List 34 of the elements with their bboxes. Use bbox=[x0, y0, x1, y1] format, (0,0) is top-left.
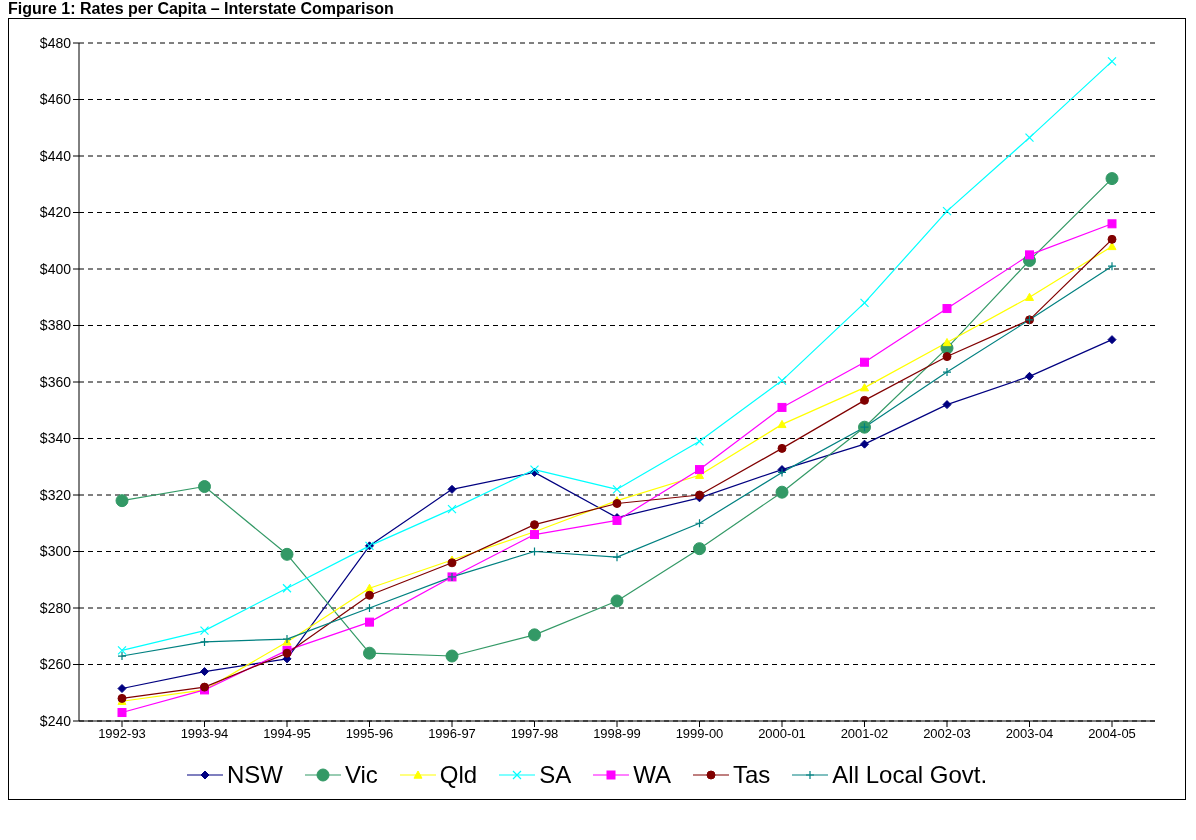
x-tick-label: 1995-96 bbox=[345, 726, 394, 742]
y-tick-label: $440 bbox=[39, 147, 72, 164]
x-tick-label: 2002-03 bbox=[923, 726, 971, 742]
legend-label: NSW bbox=[226, 761, 283, 789]
x-tick-label: 1997-98 bbox=[510, 726, 559, 742]
y-tick-label: $460 bbox=[39, 91, 72, 108]
legend-label: WA bbox=[633, 761, 671, 789]
y-tick-label: $320 bbox=[39, 486, 72, 503]
legend-label: Qld bbox=[439, 761, 478, 789]
x-tick-label: 2003-04 bbox=[1005, 726, 1054, 742]
y-tick-label: $300 bbox=[39, 543, 72, 560]
legend-label: SA bbox=[539, 761, 572, 789]
chart-title: Figure 1: Rates per Capita – Interstate Comparison bbox=[8, 0, 395, 18]
legend-label: Vic bbox=[344, 761, 378, 789]
x-tick-label: 1994-95 bbox=[263, 726, 311, 742]
x-tick-label: 1992-93 bbox=[98, 726, 146, 742]
x-tick-label: 2004-05 bbox=[1088, 726, 1136, 742]
y-tick-label: $420 bbox=[39, 204, 72, 221]
x-tick-label: 1996-97 bbox=[428, 726, 476, 742]
y-tick-label: $360 bbox=[39, 373, 72, 390]
legend-label: All Local Govt. bbox=[832, 761, 988, 789]
x-tick-label: 2001-02 bbox=[840, 726, 889, 742]
y-tick-label: $240 bbox=[39, 712, 72, 729]
y-tick-label: $280 bbox=[39, 599, 72, 616]
y-tick-label: $400 bbox=[39, 260, 72, 277]
y-tick-label: $260 bbox=[39, 656, 72, 673]
x-tick-label: 2000-01 bbox=[758, 726, 806, 742]
y-tick-label: $480 bbox=[39, 34, 72, 51]
x-tick-label: 1999-00 bbox=[675, 726, 724, 742]
legend-label: Tas bbox=[732, 761, 771, 789]
y-tick-label: $380 bbox=[39, 317, 72, 334]
y-tick-label: $340 bbox=[39, 430, 72, 447]
x-tick-label: 1998-99 bbox=[593, 726, 641, 742]
x-tick-label: 1993-94 bbox=[180, 726, 229, 742]
